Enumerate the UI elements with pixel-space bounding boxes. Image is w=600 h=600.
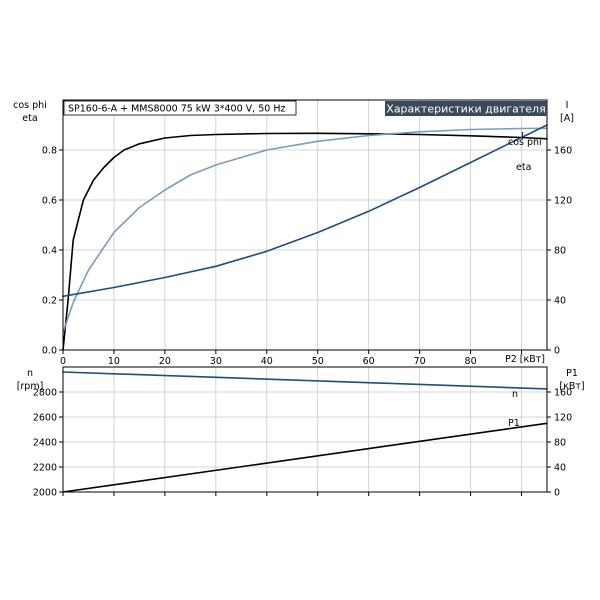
right-tick-label: 120 bbox=[554, 413, 572, 424]
right-axis-unit-kw: [кВт] bbox=[559, 381, 584, 392]
left-tick-label: 0.2 bbox=[42, 296, 57, 307]
info-box bbox=[63, 100, 297, 116]
series-line-cos-phi bbox=[62, 127, 548, 334]
series-line-p1 bbox=[62, 422, 548, 493]
x-tick-label: 80 bbox=[465, 356, 477, 367]
lower-plot-ticks: 2000 2200 2400 2600 2800 0 40 80 120 160 bbox=[33, 388, 572, 499]
left-tick-label: 0.4 bbox=[42, 246, 57, 257]
right-tick-label: 0 bbox=[554, 488, 560, 499]
right-tick-label: 80 bbox=[554, 438, 566, 449]
upper-plot-frame bbox=[62, 99, 548, 351]
motor-info-text: SP160-6-A + MMS8000 75 kW 3*400 V, 50 Hz bbox=[68, 104, 285, 115]
left-tick-label: 0.8 bbox=[42, 146, 57, 157]
lower-plot-series bbox=[62, 371, 548, 493]
right-axis-label-i: I bbox=[566, 100, 569, 111]
left-tick-label: 2400 bbox=[33, 438, 57, 449]
x-tick-label: 0 bbox=[60, 356, 66, 367]
x-tick-label: 40 bbox=[261, 356, 273, 367]
left-tick-label: 0.0 bbox=[42, 346, 57, 357]
x-tick-label: 50 bbox=[312, 356, 324, 367]
right-tick-label: 40 bbox=[554, 463, 566, 474]
left-tick-label: 2800 bbox=[33, 388, 57, 399]
x-tick-label: 10 bbox=[108, 356, 120, 367]
x-tick-label: 20 bbox=[159, 356, 171, 367]
upper-plot-ticks: 0.0 0.2 0.4 0.6 0.8 0 40 80 120 160 0 10 20 30 40 50 60 7… bbox=[42, 146, 572, 368]
right-tick-label: 120 bbox=[554, 196, 572, 207]
x-axis-label: P2 [кВт] bbox=[505, 354, 545, 365]
series-label-i: I bbox=[521, 131, 524, 142]
series-line-i bbox=[62, 124, 548, 298]
left-axis-label-cos-phi: cos phi bbox=[13, 100, 47, 111]
lower-plot-grid bbox=[63, 367, 547, 492]
left-tick-label: 2000 bbox=[33, 488, 57, 499]
series-label-p1: P1 bbox=[508, 418, 520, 429]
chart-title: Характеристики двигателя bbox=[386, 103, 545, 116]
series-label-eta: eta bbox=[516, 162, 531, 173]
right-tick-label: 40 bbox=[554, 296, 566, 307]
right-tick-label: 160 bbox=[554, 388, 572, 399]
right-axis-unit-a: [A] bbox=[560, 113, 574, 124]
right-tick-label: 80 bbox=[554, 246, 566, 257]
series-line-eta bbox=[62, 132, 548, 351]
left-tick-label: 2600 bbox=[33, 413, 57, 424]
left-tick-label: 2200 bbox=[33, 463, 57, 474]
series-line-n bbox=[62, 371, 548, 390]
upper-plot-grid bbox=[63, 100, 547, 350]
left-axis-label-n: n bbox=[27, 368, 33, 379]
x-tick-label: 30 bbox=[210, 356, 222, 367]
series-label-cos-phi: cos phi bbox=[508, 137, 542, 148]
left-axis-label-eta: eta bbox=[22, 113, 37, 124]
right-tick-label: 160 bbox=[554, 146, 572, 157]
lower-plot-frame bbox=[62, 366, 548, 493]
right-tick-label: 0 bbox=[554, 346, 560, 357]
title-box bbox=[385, 101, 547, 116]
x-tick-label: 60 bbox=[363, 356, 375, 367]
left-axis-unit-rpm: [rpm] bbox=[17, 381, 44, 392]
x-tick-label: 70 bbox=[414, 356, 426, 367]
series-label-n: n bbox=[512, 389, 518, 400]
left-tick-label: 0.6 bbox=[42, 196, 57, 207]
upper-plot-series bbox=[62, 124, 548, 351]
right-axis-label-p1: P1 bbox=[566, 368, 578, 379]
